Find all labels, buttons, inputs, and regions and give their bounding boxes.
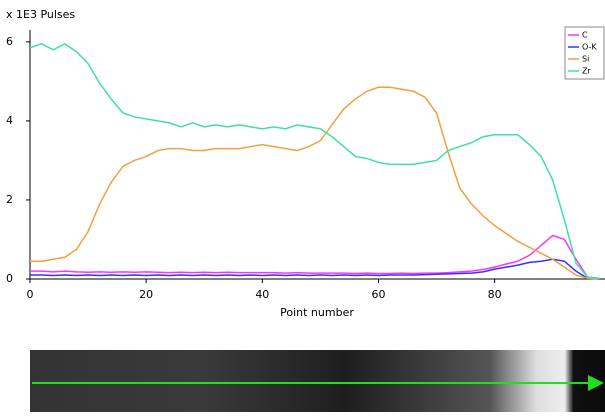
chart-title: x 1E3 Pulses (6, 8, 75, 21)
y-tick-label: 0 (6, 272, 13, 285)
x-tick-label: 40 (255, 288, 269, 301)
series-line (30, 258, 600, 280)
x-tick-label: 80 (488, 288, 502, 301)
legend-label: Si (582, 55, 589, 64)
x-tick-label: 20 (139, 288, 153, 301)
series-line (30, 86, 600, 280)
scan-image (30, 350, 605, 412)
y-tick-label: 6 (6, 35, 13, 48)
series-line (30, 234, 600, 280)
y-tick-label: 2 (6, 193, 13, 206)
x-tick-label: 60 (371, 288, 385, 301)
legend-label: O-K (582, 43, 597, 52)
series-line (29, 42, 600, 279)
legend-label: Zr (582, 67, 591, 76)
x-tick-label: 0 (27, 288, 34, 301)
legend-label: C (582, 31, 588, 40)
x-axis-label: Point number (280, 306, 354, 319)
y-tick-label: 4 (6, 114, 13, 127)
